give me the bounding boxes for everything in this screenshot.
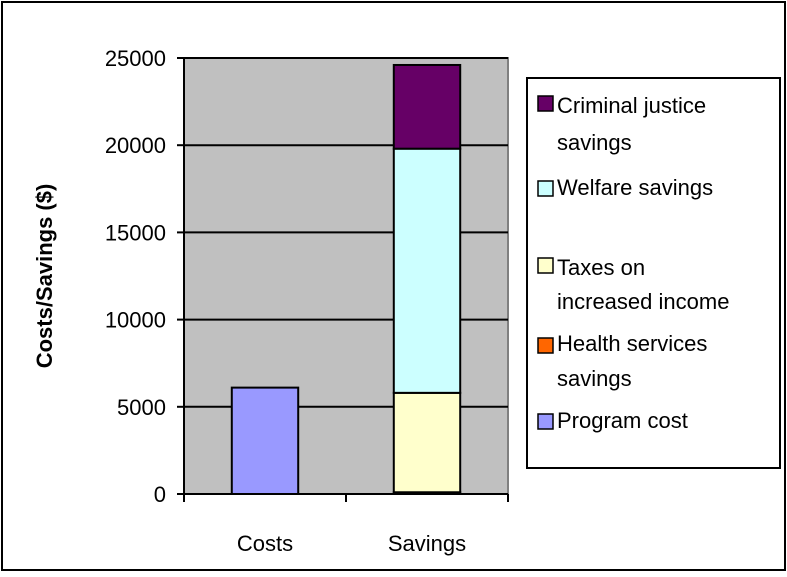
bar-segment [392, 391, 462, 494]
bar-segment [392, 63, 462, 150]
y-tick-label: 5000 [117, 395, 166, 420]
y-tick-label: 0 [154, 482, 166, 507]
y-axis-label: Costs/Savings ($) [32, 184, 57, 369]
legend-label: Program cost [557, 408, 688, 433]
x-category-label: Savings [388, 531, 466, 556]
legend-label: Criminal justice savings [557, 93, 706, 155]
legend-swatch [537, 413, 554, 430]
legend-box [526, 77, 781, 469]
legend-swatch [537, 337, 554, 354]
legend-swatch [537, 180, 554, 197]
legend-label: Taxes on increased income [557, 255, 729, 314]
x-category-label: Costs [237, 531, 293, 556]
y-tick-label: 10000 [105, 308, 166, 333]
y-tick-label: 15000 [105, 220, 166, 245]
y-tick-label: 25000 [105, 46, 166, 71]
legend-label: Health services savings [557, 331, 707, 391]
bar-segment [392, 147, 462, 394]
bar-segment [230, 386, 300, 495]
bars [230, 63, 462, 496]
legend-swatch [537, 95, 554, 112]
axes: 0 5000 10000 15000 20000 25000 Costs Savings [105, 46, 509, 556]
legend: Criminal justice savings Welfare savings Ta… [537, 93, 729, 433]
legend-label: Welfare savings [557, 175, 713, 200]
legend-swatch [537, 257, 554, 274]
y-tick-label: 20000 [105, 133, 166, 158]
